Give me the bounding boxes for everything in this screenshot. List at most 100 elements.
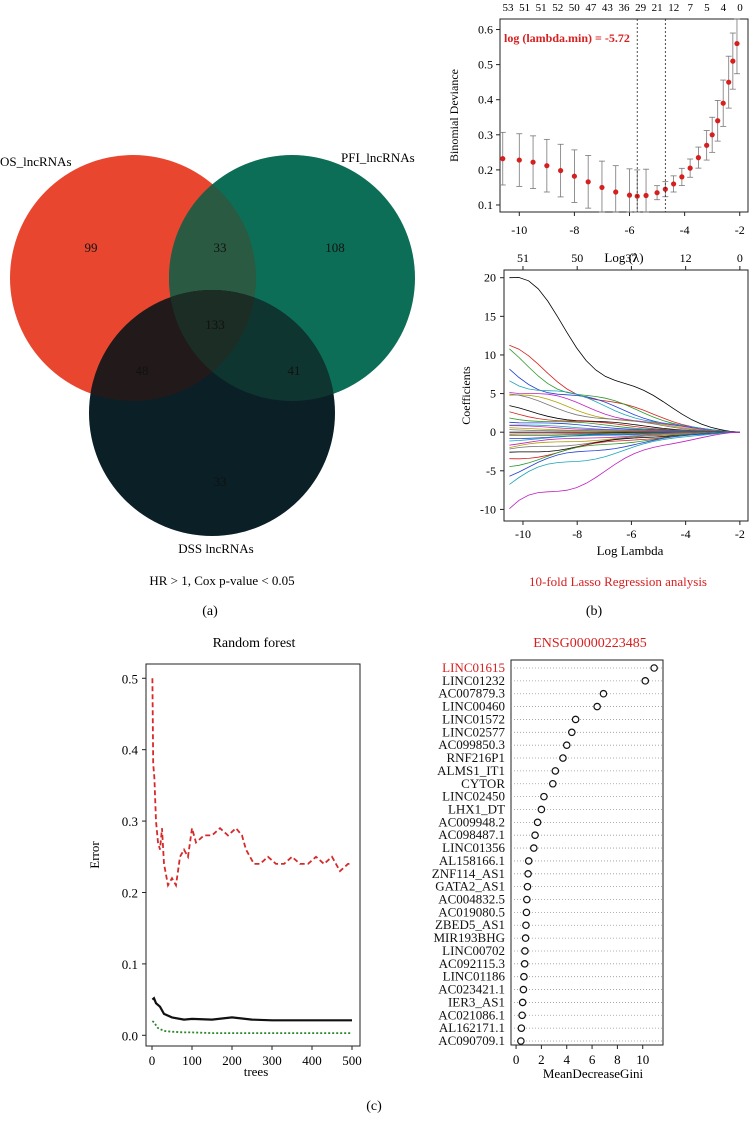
cv-top-tick-label: 21: [652, 2, 663, 14]
venn-label-dss: DSS lncRNAs: [178, 541, 254, 556]
cv-point: [695, 155, 702, 161]
imp-row-label: AC090709.1: [438, 1033, 505, 1048]
imp-row-label: AC004832.5: [438, 892, 505, 907]
venn-count-os-pfi: 33: [214, 240, 227, 255]
rf-series-class0: [151, 1020, 352, 1034]
imp-point: [599, 689, 608, 698]
imp-row-label: AL158166.1: [439, 853, 505, 868]
rf-y-tick-label: 0.4: [122, 743, 139, 758]
cv-top-tick-label: 52: [552, 2, 563, 14]
imp-row-label: LINC01232: [442, 673, 505, 688]
venn-caption: HR > 1, Cox p-value < 0.05: [149, 573, 294, 588]
coef-path-line: [509, 431, 740, 467]
imp-row-label: AC009948.2: [438, 814, 505, 829]
imp-row-label: LINC00460: [442, 699, 505, 714]
imp-row-label: CYTOR: [461, 776, 505, 791]
cv-x-tick-label: -2: [735, 223, 745, 237]
imp-row-label: AC099850.3: [438, 737, 505, 752]
random-forest-error-chart: 0 100 200 300 400 500 0.0 0.1 0.2 0.3 0.4 0.5 Random…: [87, 636, 362, 1079]
cv-top-tick-label: 0: [737, 2, 743, 14]
cv-x-tick-label: -6: [625, 223, 635, 237]
imp-x-tick-label: 4: [563, 1052, 570, 1067]
imp-point: [522, 908, 531, 917]
imp-row-label: ALMS1_IT1: [437, 763, 505, 778]
rf-x-axis-label: trees: [244, 1064, 269, 1079]
cv-point: [726, 79, 732, 85]
imp-row-label: AC021086.1: [438, 1007, 505, 1022]
imp-point: [537, 805, 546, 814]
cv-top-tick-label: 36: [619, 2, 631, 14]
cv-point: [679, 174, 685, 180]
imp-row-label: LINC01615: [442, 660, 505, 675]
rf-x-tick-label: 500: [342, 1053, 362, 1068]
cv-point: [654, 190, 660, 196]
cv-plot-frame: [499, 18, 749, 213]
cv-point: [544, 163, 550, 169]
imp-row-label: ZNF114_AS1: [432, 866, 505, 881]
imp-row-label: LINC02577: [442, 724, 505, 739]
coef-path-line: [509, 380, 740, 433]
imp-row-label: AC023421.1: [438, 982, 505, 997]
imp-point: [517, 1024, 526, 1032]
cv-top-tick-label: 51: [536, 2, 547, 14]
cv-y-axis-label: Binomial Deviance: [447, 69, 461, 162]
imp-point: [524, 869, 532, 878]
imp-point: [650, 664, 658, 672]
imp-row-label: AC098487.1: [438, 827, 505, 842]
coef-y-tick-label: 5: [490, 387, 496, 401]
coef-top-tick-label: 37: [625, 251, 637, 265]
cv-point: [720, 100, 726, 106]
venn-count-pfi-only: 108: [325, 240, 345, 255]
rf-x-tick-label: 100: [182, 1053, 202, 1068]
imp-point: [559, 754, 567, 762]
rf-x-tick-label: 400: [302, 1053, 322, 1068]
cv-y-tick-label: 0.5: [478, 58, 493, 72]
imp-x-tick-label: 0: [513, 1052, 520, 1067]
cv-point: [516, 157, 522, 163]
cv-point: [626, 192, 633, 198]
rf-x-tick-label: 0: [149, 1053, 156, 1068]
coef-caption: 10-fold Lasso Regression analysis: [529, 574, 707, 589]
cv-x-tick-label: -10: [511, 223, 527, 237]
cv-point: [662, 186, 668, 192]
imp-point: [551, 767, 560, 775]
cv-point: [500, 156, 506, 162]
coef-top-tick-label: 50: [571, 251, 583, 265]
imp-title: ENSG00000223485: [533, 636, 647, 651]
rf-x-tick-label: 300: [262, 1053, 282, 1068]
imp-point: [519, 985, 528, 994]
cv-point: [613, 189, 619, 195]
cv-y-tick-label: 0.2: [478, 163, 493, 177]
coef-path-line: [509, 431, 740, 477]
imp-row-label: AL162171.1: [439, 1020, 505, 1035]
coef-x-tick-label: -4: [681, 527, 691, 541]
cv-point: [599, 184, 605, 191]
coef-y-tick-label: 20: [484, 271, 496, 285]
venn-count-os-dss: 48: [136, 363, 149, 378]
imp-x-tick-label: 6: [589, 1052, 596, 1067]
cv-x-axis-label: Log (λ): [604, 250, 643, 265]
imp-point: [641, 677, 650, 685]
imp-point: [533, 818, 542, 827]
cv-top-tick-label: 47: [585, 2, 597, 14]
cv-x-tick-label: -8: [569, 223, 579, 237]
coef-y-tick-label: 0: [490, 425, 496, 439]
cv-point: [530, 159, 536, 165]
cv-point: [558, 167, 564, 174]
cv-top-tick-label: 53: [503, 2, 515, 14]
venn-label-pfi: PFI_lncRNAs: [341, 150, 415, 165]
coef-y-tick-label: -5: [486, 464, 496, 478]
imp-point: [593, 702, 601, 711]
coef-x-tick-label: -10: [515, 527, 531, 541]
rf-y-tick-label: 0.1: [122, 957, 138, 972]
cv-y-tick-label: 0.1: [478, 198, 493, 212]
imp-row-label: LINC01356: [442, 840, 505, 855]
coef-path-line: [509, 393, 740, 433]
cv-top-tick-label: 7: [688, 2, 694, 14]
rf-y-tick-label: 0.0: [122, 1028, 138, 1043]
imp-row-label: ZBED5_AS1: [435, 917, 505, 932]
coef-x-tick-label: -8: [572, 527, 582, 541]
coef-top-tick-label: 12: [680, 251, 692, 265]
imp-point: [518, 998, 527, 1007]
venn-count-pfi-dss: 41: [288, 363, 301, 378]
